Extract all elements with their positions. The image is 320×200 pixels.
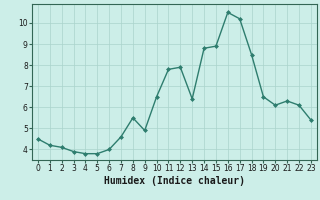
X-axis label: Humidex (Indice chaleur): Humidex (Indice chaleur) <box>104 176 245 186</box>
